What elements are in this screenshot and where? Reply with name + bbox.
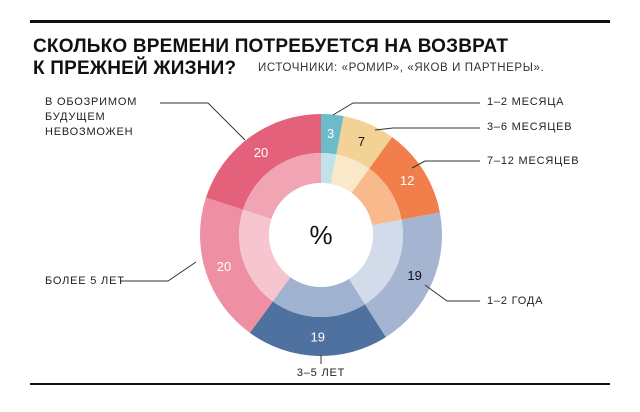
slice-category-label-line: НЕВОЗМОЖЕН (45, 126, 133, 138)
outer-slice (249, 301, 386, 356)
outer-slice (205, 114, 321, 210)
chart-source: ИСТОЧНИКИ: «РОМИР», «ЯКОВ И ПАРТНЕРЫ». (258, 62, 545, 74)
leader-line (424, 284, 480, 302)
slice-category-label-line: 7–12 МЕСЯЦЕВ (487, 155, 579, 167)
slice-category-label: 3–6 МЕСЯЦЕВ (487, 121, 572, 133)
slice-category-label-line: БУДУЩЕМ (45, 111, 105, 123)
outer-slice (364, 212, 442, 338)
slice-value-label: 20 (254, 145, 268, 160)
chart-title-line-2: К ПРЕЖНЕЙ ЖИЗНИ? (33, 58, 237, 79)
inner-slice (330, 154, 370, 193)
leader-line (160, 102, 246, 141)
outer-slice (200, 197, 273, 333)
outer-slice (369, 137, 440, 220)
inner-slice (238, 209, 291, 302)
slice-category-label: 3–5 ЛЕТ (297, 367, 345, 379)
slice-category-label-line: 3–5 ЛЕТ (297, 367, 345, 379)
slice-value-label: 19 (311, 329, 325, 344)
leader-line (332, 102, 480, 116)
slice-category-label-line: В ОБОЗРИМОМ (45, 96, 137, 108)
chart-title-line-1: СКОЛЬКО ВРЕМЕНИ ПОТРЕБУЕТСЯ НА ВОЗВРАТ (33, 36, 509, 57)
slice-category-label: В ОБОЗРИМОМ БУДУЩЕМ НЕВОЗМОЖЕН (45, 96, 137, 138)
slice-category-label: 7–12 МЕСЯЦЕВ (487, 155, 579, 167)
leader-line (374, 127, 480, 131)
bottom-rule (30, 383, 610, 385)
slice-category-label-line: 1–2 ГОДА (487, 295, 543, 307)
leader-line (120, 261, 197, 282)
inner-slice (348, 219, 403, 305)
slice-value-label: 12 (400, 173, 414, 188)
inner-slice (243, 153, 321, 219)
inner-slice (351, 168, 402, 226)
donut-hole (269, 183, 373, 287)
slice-category-label: 1–2 ГОДА (487, 295, 543, 307)
center-unit-label: % (309, 220, 332, 250)
leader-line (411, 160, 480, 169)
slice-category-label-line: 3–6 МЕСЯЦЕВ (487, 121, 572, 133)
slice-category-label-line: БОЛЕЕ 5 ЛЕТ (45, 275, 125, 287)
inner-slice (321, 153, 337, 184)
slice-category-label: БОЛЕЕ 5 ЛЕТ (45, 275, 125, 287)
inner-slice (272, 277, 365, 317)
top-rule (30, 20, 610, 23)
slice-value-label: 3 (327, 126, 334, 141)
slice-value-label: 20 (217, 259, 231, 274)
outer-slice (321, 114, 344, 155)
slice-value-label: 7 (358, 134, 365, 149)
slice-category-label: 1–2 МЕСЯЦА (487, 96, 564, 108)
slice-value-label: 19 (407, 268, 421, 283)
slice-category-label-line: 1–2 МЕСЯЦА (487, 96, 564, 108)
